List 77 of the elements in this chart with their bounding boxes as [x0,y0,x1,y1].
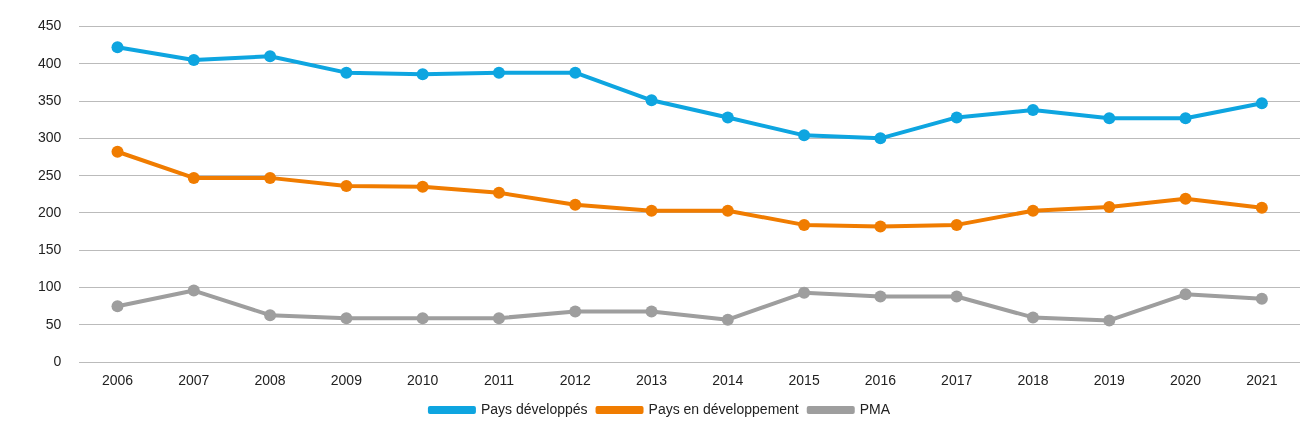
legend-label: Pays développés [480,400,588,417]
point [1026,204,1039,217]
point [798,129,811,142]
point [569,198,582,211]
point [187,171,200,184]
point [874,132,887,145]
x-tick-label: 2010 [407,372,439,389]
point [111,300,124,313]
point [1026,311,1039,324]
point [340,312,353,325]
point [874,290,887,303]
y-tick-label: 250 [38,166,62,183]
y-tick-label: 450 [38,17,62,34]
legend-label: PMA [859,400,891,417]
point [492,312,505,325]
point [1103,112,1116,125]
x-tick-label: 2012 [559,372,592,389]
y-tick-label: 350 [38,91,62,108]
point [416,68,429,81]
point [187,53,200,66]
point [569,305,582,318]
y-tick-label: 400 [38,54,62,71]
point [416,180,429,193]
x-tick-label: 2016 [864,372,897,389]
x-tick-label: 2018 [1017,372,1049,389]
y-tick-label: 50 [45,315,62,332]
point [721,313,734,326]
point [798,218,811,231]
point [1255,201,1268,214]
point [721,111,734,124]
x-tick-label: 2006 [101,372,134,389]
y-tick-label: 300 [38,129,62,146]
x-tick-label: 2013 [635,372,668,389]
point [111,41,124,54]
point [264,50,277,63]
y-tick-label: 200 [38,203,62,220]
point [1103,314,1116,327]
point [1255,292,1268,305]
legend-label: Pays en développement [648,400,799,417]
point [340,66,353,79]
point [1103,200,1116,213]
point [340,180,353,193]
point [569,66,582,79]
point [1179,288,1192,301]
point [950,218,963,231]
point [645,305,658,318]
x-tick-label: 2020 [1169,372,1202,389]
point [645,94,658,107]
x-tick-label: 2015 [788,372,820,389]
x-tick-label: 2008 [254,372,286,389]
point [416,312,429,325]
point [1179,192,1192,205]
point [264,171,277,184]
x-tick-label: 2017 [941,372,973,389]
point [798,286,811,299]
point [492,66,505,79]
y-tick-label: 0 [53,353,62,370]
point [1255,97,1268,110]
y-tick-label: 150 [38,241,62,258]
point [950,290,963,303]
point [950,111,963,124]
point [874,220,887,233]
point [1026,103,1039,116]
point [264,309,277,322]
y-tick-label: 100 [38,278,62,295]
point [721,204,734,217]
point [1179,112,1192,125]
x-tick-label: 2019 [1093,372,1126,389]
point [645,204,658,217]
x-tick-label: 2011 [483,372,515,389]
x-tick-label: 2014 [712,372,744,389]
x-tick-label: 2021 [1246,372,1278,389]
point [187,284,200,297]
x-tick-label: 2007 [178,372,210,389]
point [111,145,124,158]
x-tick-label: 2009 [330,372,363,389]
point [492,186,505,199]
